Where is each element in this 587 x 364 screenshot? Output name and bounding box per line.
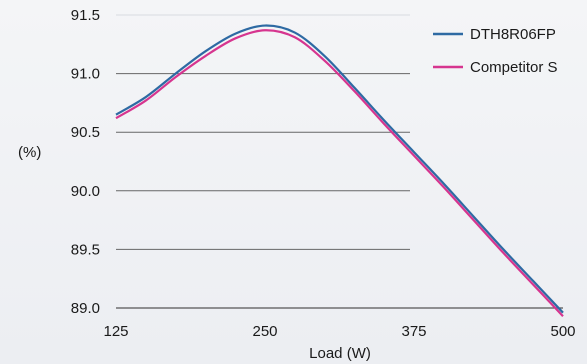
series-line	[115, 24, 564, 314]
x-axis-ticks: 125 250 375 500	[103, 323, 575, 340]
grid-lines	[116, 14, 563, 309]
chart-legend: DTH8R06FP Competitor S	[433, 26, 558, 76]
x-tick-label: 500	[550, 323, 575, 340]
x-axis-title: Load (W)	[309, 345, 371, 362]
y-tick-label: 91.5	[71, 7, 100, 24]
legend-label: Competitor S	[470, 59, 558, 76]
y-tick-label: 89.0	[71, 300, 100, 317]
y-axis-title: (%)	[18, 144, 41, 161]
series-lines	[115, 24, 564, 317]
y-tick-label: 90.5	[71, 124, 100, 141]
y-axis-ticks: 89.0 89.5 90.0 90.5 91.0 91.5	[71, 7, 100, 317]
y-tick-label: 90.0	[71, 183, 100, 200]
x-tick-label: 250	[252, 323, 277, 340]
legend-label: DTH8R06FP	[470, 26, 556, 43]
x-tick-label: 375	[401, 323, 426, 340]
y-tick-label: 91.0	[71, 66, 100, 83]
y-tick-label: 89.5	[71, 241, 100, 258]
series-line	[115, 29, 564, 317]
x-tick-label: 125	[103, 323, 128, 340]
